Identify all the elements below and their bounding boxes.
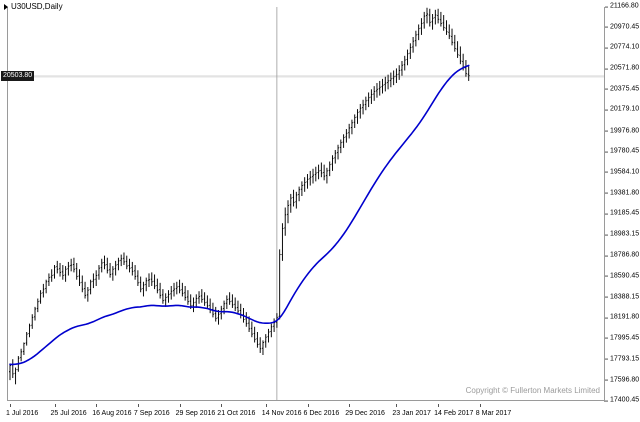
date-tick-label: 23 Jan 2017 bbox=[392, 410, 431, 417]
price-tick: 20375.45 bbox=[605, 85, 639, 94]
price-tick: 18388.15 bbox=[605, 293, 639, 302]
date-tick-mark bbox=[137, 404, 139, 407]
tick-mark bbox=[605, 234, 608, 236]
date-tick-label: 8 Mar 2017 bbox=[475, 410, 512, 417]
tick-mark bbox=[605, 47, 608, 49]
date-tick-mark bbox=[438, 404, 440, 407]
price-tick-label: 20571.80 bbox=[610, 64, 640, 72]
tick-mark bbox=[605, 68, 608, 70]
tick-mark bbox=[605, 255, 608, 257]
price-tick: 18590.45 bbox=[605, 272, 639, 281]
date-tick-mark bbox=[96, 404, 98, 407]
price-tick-label: 19780.45 bbox=[610, 147, 640, 155]
date-tick-label: 21 Oct 2016 bbox=[217, 410, 256, 417]
price-tick-label: 20774.10 bbox=[610, 43, 640, 51]
date-tick-label: 16 Aug 2016 bbox=[92, 410, 132, 417]
ohlc-bars-group bbox=[9, 7, 470, 385]
date-tick-label: 29 Sep 2016 bbox=[175, 410, 216, 417]
price-tick: 21166.80 bbox=[605, 3, 639, 12]
date-tick-mark bbox=[479, 404, 481, 407]
price-tick-label: 19976.80 bbox=[610, 127, 640, 135]
tick-mark bbox=[605, 358, 608, 360]
price-tick-label: 20375.45 bbox=[610, 85, 640, 93]
price-tick: 19185.45 bbox=[605, 210, 639, 219]
plot-area-frame bbox=[7, 7, 604, 401]
tick-mark bbox=[605, 317, 608, 319]
price-tick: 19976.80 bbox=[605, 127, 639, 136]
tick-mark bbox=[605, 6, 608, 8]
price-scale[interactable]: 21166.80 20970.45 20774.10 20571.80 20375.45… bbox=[605, 0, 640, 422]
price-tick-label: 20179.10 bbox=[610, 105, 640, 113]
tick-mark bbox=[605, 379, 608, 381]
date-tick-mark bbox=[396, 404, 398, 407]
price-tick-label: 17400.45 bbox=[610, 396, 640, 404]
tick-mark bbox=[605, 88, 608, 90]
tick-mark bbox=[605, 171, 608, 173]
price-axis-line bbox=[604, 7, 605, 402]
price-tick-label: 20970.45 bbox=[610, 23, 640, 31]
price-tick-label: 18590.45 bbox=[610, 272, 640, 280]
current-price-tag: 20503.80 bbox=[1, 71, 35, 82]
price-tick: 19381.80 bbox=[605, 189, 639, 198]
tick-mark bbox=[605, 400, 608, 402]
date-tick-mark bbox=[179, 404, 181, 407]
price-tick: 20970.45 bbox=[605, 23, 639, 32]
symbol-label-bar[interactable]: U30USD,Daily bbox=[4, 2, 63, 12]
tick-mark bbox=[605, 26, 608, 28]
date-tick-label: 29 Dec 2016 bbox=[345, 410, 385, 417]
date-tick-mark bbox=[307, 404, 309, 407]
price-tick-label: 18191.80 bbox=[610, 313, 640, 321]
tick-mark bbox=[605, 130, 608, 132]
date-tick-label: 1 Jul 2016 bbox=[6, 410, 39, 417]
tick-mark bbox=[605, 192, 608, 194]
price-tick-label: 18983.15 bbox=[610, 230, 640, 238]
price-tick: 17793.15 bbox=[605, 355, 639, 364]
tick-mark bbox=[605, 213, 608, 215]
price-tick: 20179.10 bbox=[605, 106, 639, 115]
symbol-timeframe-label: U30USD,Daily bbox=[11, 2, 63, 11]
date-tick-mark bbox=[265, 404, 267, 407]
price-tick-label: 21166.80 bbox=[610, 2, 639, 10]
date-tick-mark bbox=[349, 404, 351, 407]
price-tick: 20571.80 bbox=[605, 65, 639, 74]
price-plot-svg bbox=[7, 7, 604, 401]
price-tick: 17995.45 bbox=[605, 334, 639, 343]
tick-mark bbox=[605, 109, 608, 111]
copyright-watermark: Copyright © Fullerton Markets Limited bbox=[465, 386, 600, 395]
price-tick: 18191.80 bbox=[605, 314, 639, 323]
date-tick-label: 25 Jul 2016 bbox=[50, 410, 87, 417]
date-scale[interactable]: 1 Jul 2016 25 Jul 2016 16 Aug 2016 7 Sep 20… bbox=[0, 404, 640, 422]
price-tick-label: 18388.15 bbox=[610, 293, 640, 301]
price-tick: 18786.80 bbox=[605, 252, 639, 261]
price-tick: 17400.45 bbox=[605, 397, 639, 406]
price-tick-label: 17995.45 bbox=[610, 334, 640, 342]
tick-mark bbox=[605, 275, 608, 277]
tick-mark bbox=[605, 296, 608, 298]
date-tick-label: 14 Feb 2017 bbox=[434, 410, 474, 417]
price-tick: 19584.10 bbox=[605, 168, 639, 177]
date-tick-label: 6 Dec 2016 bbox=[303, 410, 340, 417]
price-tick-label: 19381.80 bbox=[610, 189, 640, 197]
date-tick-mark bbox=[10, 404, 11, 407]
price-tick: 19780.45 bbox=[605, 148, 639, 157]
moving-average-line bbox=[9, 64, 470, 366]
date-tick-mark bbox=[221, 404, 223, 407]
price-tick-label: 19584.10 bbox=[610, 168, 640, 176]
collapse-triangle-icon[interactable] bbox=[4, 4, 8, 10]
date-tick-label: 7 Sep 2016 bbox=[133, 410, 170, 417]
price-tick-label: 19185.45 bbox=[610, 209, 640, 217]
price-tick: 17596.80 bbox=[605, 376, 639, 385]
price-tick-label: 17596.80 bbox=[610, 376, 640, 384]
tick-mark bbox=[605, 151, 608, 153]
date-tick-mark bbox=[54, 404, 56, 407]
price-tick-label: 17793.15 bbox=[610, 355, 640, 363]
price-tick: 20774.10 bbox=[605, 44, 639, 53]
price-tick: 18983.15 bbox=[605, 231, 639, 240]
tick-mark bbox=[605, 337, 608, 339]
date-tick-label: 14 Nov 2016 bbox=[261, 410, 302, 417]
price-tick-label: 18786.80 bbox=[610, 251, 640, 259]
